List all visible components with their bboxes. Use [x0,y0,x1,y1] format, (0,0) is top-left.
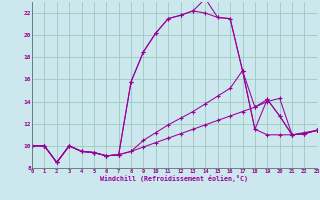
X-axis label: Windchill (Refroidissement éolien,°C): Windchill (Refroidissement éolien,°C) [100,175,248,182]
